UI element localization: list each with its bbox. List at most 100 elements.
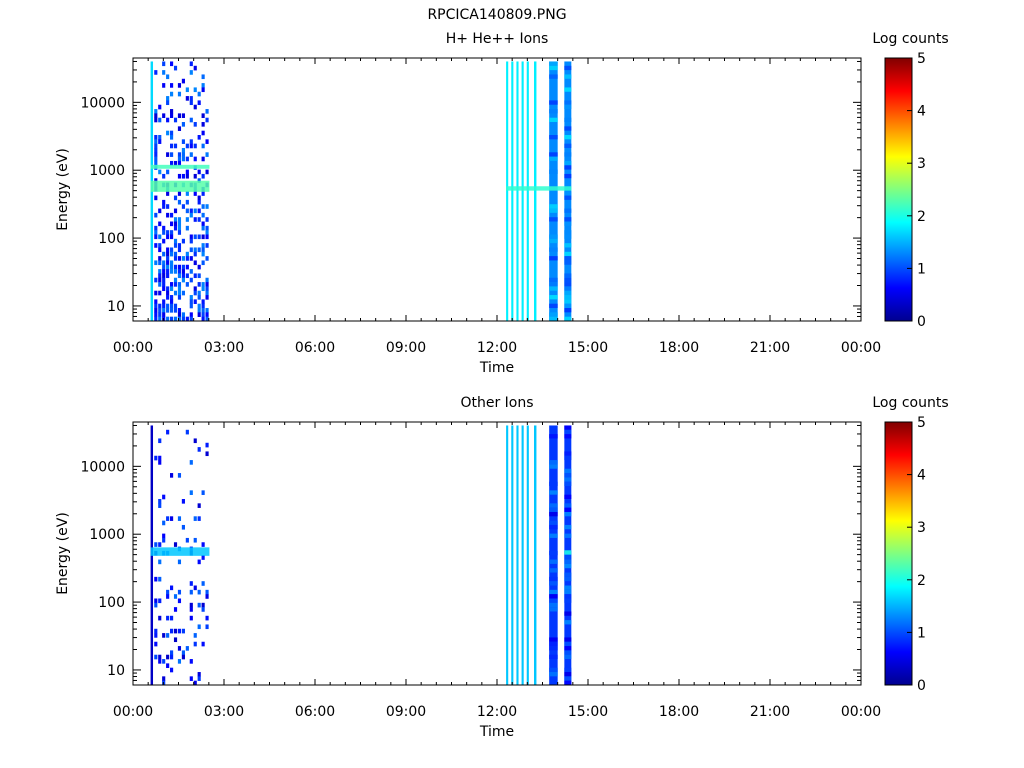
spectrogram-pixel — [549, 117, 558, 123]
spectrogram-pixel — [564, 511, 572, 517]
spectrogram-pixel — [564, 282, 572, 287]
spectrogram-pixel — [158, 234, 162, 240]
spectrogram-pixel — [170, 234, 174, 240]
spectrogram-pixel — [201, 247, 205, 253]
spectrogram-pixel — [205, 169, 209, 175]
spectrogram-pixel — [166, 100, 170, 106]
spectrogram-pixel — [158, 169, 162, 175]
spectrogram-pixel — [162, 173, 166, 179]
x-axis-label: Time — [479, 360, 514, 376]
spectrogram-column — [526, 61, 529, 321]
spectrogram-pixel — [154, 113, 158, 119]
spectrogram-pixel — [564, 654, 572, 660]
spectrogram-pixel — [177, 559, 182, 565]
plot-area — [150, 425, 572, 685]
spectrogram-pixel — [162, 199, 166, 205]
spectrogram-pixel — [201, 143, 205, 149]
spectrogram-pixel — [173, 316, 178, 321]
spectrogram-pixel — [166, 516, 170, 521]
x-tick-label: 03:00 — [204, 704, 244, 720]
spectrogram-pixel — [564, 533, 572, 538]
colorbar — [884, 421, 913, 686]
spectrogram-pixel — [564, 477, 572, 482]
spectrogram-pixel — [201, 282, 205, 287]
spectrogram-pixel — [162, 299, 166, 304]
spectrogram-pixel — [564, 126, 572, 131]
spectrogram-pixel — [181, 256, 185, 261]
spectrogram-pixel — [158, 135, 162, 140]
spectrogram-pixel — [166, 130, 170, 136]
spectrogram-pixel — [185, 256, 189, 261]
spectrogram-pixel — [162, 633, 166, 638]
spectrogram-pixel — [154, 542, 158, 547]
spectrogram-pixel — [201, 212, 205, 218]
spectrogram-pixel — [197, 282, 201, 287]
colorbar-label: Log counts — [872, 31, 948, 47]
spectrogram-pixel — [177, 286, 182, 292]
spectrogram-pixel — [170, 282, 174, 287]
spectrogram-pixel — [177, 295, 182, 300]
spectrogram-pixel — [185, 537, 189, 543]
spectrogram-pixel — [166, 117, 170, 123]
spectrogram-pixel — [166, 230, 170, 235]
spectrogram-pixel — [201, 308, 205, 313]
spectrogram-pixel — [166, 251, 170, 257]
spectrogram-pixel — [564, 243, 572, 248]
plot-frame — [132, 421, 862, 686]
spectrogram-pixel — [564, 672, 572, 677]
spectrogram-pixel — [193, 641, 197, 647]
spectrogram-pixel — [177, 269, 182, 274]
spectrogram-pixel — [162, 303, 166, 309]
spectrogram-pixel — [549, 460, 558, 465]
spectrogram-pixel — [564, 434, 572, 439]
spectrogram-pixel — [166, 308, 170, 313]
spectrogram-pixel — [564, 290, 572, 296]
spectrogram-pixel — [564, 563, 572, 569]
spectrogram-pixel — [564, 256, 572, 261]
spectrogram-pixel — [197, 624, 201, 630]
spectrogram-pixel — [201, 260, 205, 266]
spectrogram-pixel — [166, 74, 170, 80]
spectrogram-pixel — [158, 303, 162, 309]
spectrogram-pixel — [158, 615, 162, 621]
spectrogram-column — [516, 425, 519, 685]
spectrogram-pixel — [549, 316, 558, 321]
spectrogram-pixel — [564, 620, 572, 625]
spectrogram-pixel — [197, 135, 201, 140]
spectrogram-pixel — [205, 152, 209, 157]
spectrogram-pixel — [181, 78, 185, 84]
colorbar-tick-label: 4 — [917, 468, 926, 484]
spectrogram-pixel — [177, 191, 182, 196]
spectrogram-pixel — [564, 308, 572, 313]
spectrogram-column — [516, 61, 519, 321]
spectrogram-pixel — [205, 615, 209, 621]
spectrogram-pixel — [158, 438, 162, 444]
spectrogram-pixel — [166, 615, 170, 621]
spectrogram-pixel — [154, 234, 158, 240]
spectrogram-pixel — [205, 225, 209, 231]
spectrogram-pixel — [181, 122, 185, 127]
spectrogram-pixel — [170, 221, 174, 227]
spectrogram-pixel — [201, 156, 205, 162]
y-tick-label: 1000 — [89, 163, 125, 179]
spectrogram-pixel — [197, 672, 201, 677]
spectrogram-pixel — [189, 602, 193, 608]
spectrogram-column — [534, 61, 537, 321]
spectrogram-pixel — [549, 524, 558, 530]
spectrogram-pixel — [549, 641, 558, 647]
spectrogram-pixel — [185, 251, 189, 257]
spectrogram-pixel — [197, 91, 201, 97]
spectrogram-pixel — [564, 286, 572, 291]
spectrogram-pixel — [177, 628, 182, 634]
spectrogram-pixel — [170, 251, 174, 257]
spectrogram-pixel — [197, 234, 201, 240]
spectrogram-pixel — [193, 516, 197, 521]
spectrogram-pixel — [154, 598, 158, 604]
spectrogram-pixel — [170, 269, 174, 274]
spectrogram-pixel — [549, 152, 558, 157]
spectrogram-pixel — [549, 234, 558, 239]
spectrogram-pixel — [193, 87, 197, 93]
spectrogram-pixel — [193, 585, 197, 591]
spectrogram-pixel — [189, 316, 193, 321]
